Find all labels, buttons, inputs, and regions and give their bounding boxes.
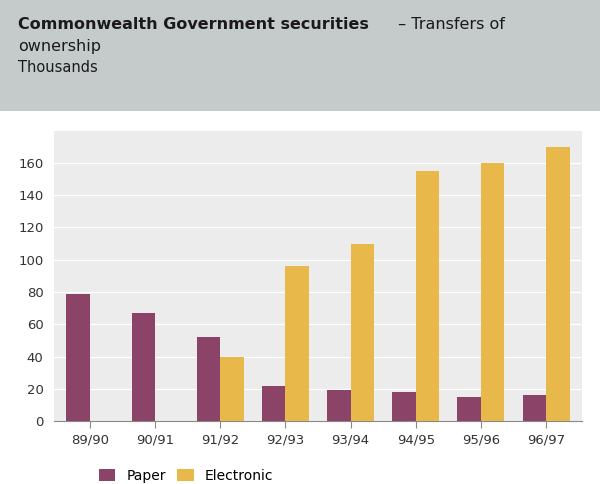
Text: – Transfers of: – Transfers of (393, 17, 505, 32)
Text: Commonwealth Government securities: Commonwealth Government securities (18, 17, 369, 32)
Bar (131, 313, 155, 421)
Bar (350, 243, 374, 421)
Bar (416, 171, 439, 421)
Bar (457, 397, 481, 421)
Bar (286, 266, 309, 421)
Bar (546, 147, 569, 421)
Bar (197, 337, 220, 421)
Bar (262, 386, 286, 421)
Bar (523, 395, 546, 421)
Bar (481, 163, 505, 421)
Bar (220, 357, 244, 421)
Bar (327, 391, 350, 421)
Legend: Paper, Electronic: Paper, Electronic (98, 469, 274, 483)
Bar (67, 294, 90, 421)
Text: Thousands: Thousands (18, 60, 98, 76)
Text: ownership: ownership (18, 39, 101, 54)
Bar (392, 392, 416, 421)
